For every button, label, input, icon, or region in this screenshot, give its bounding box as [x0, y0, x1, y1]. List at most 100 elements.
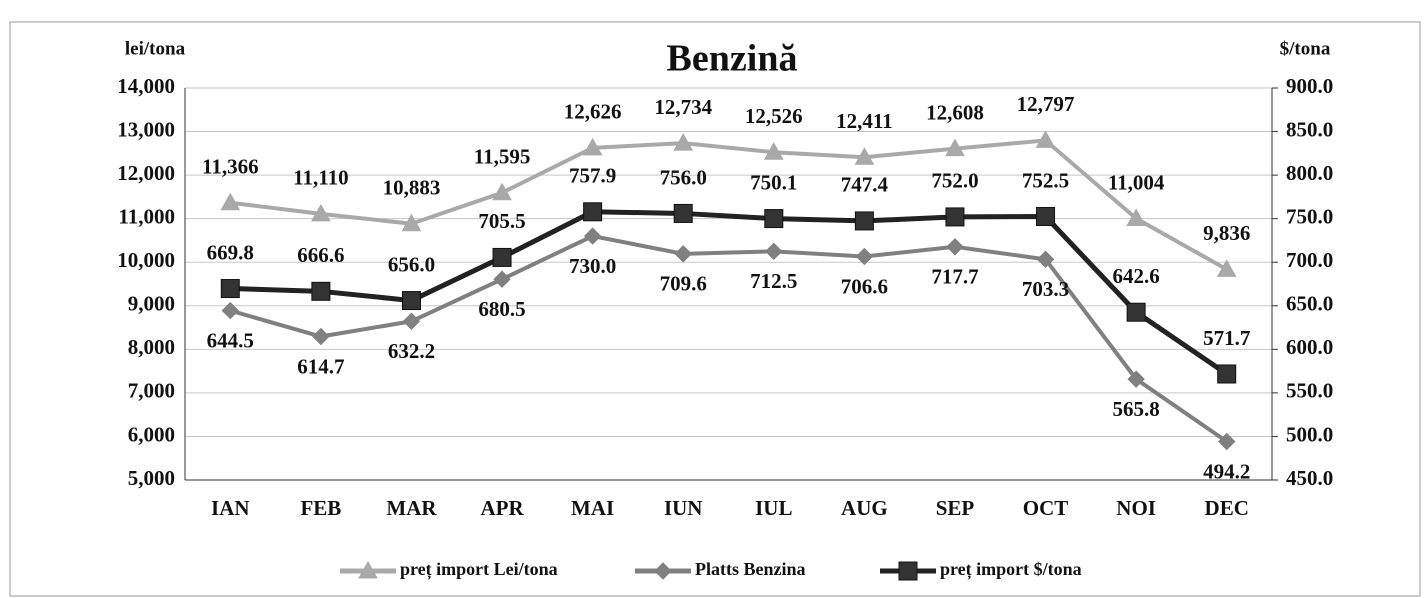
chart-frame: [9, 21, 1421, 597]
y2-tick-label: 700.0: [1286, 248, 1333, 272]
x-tick-label: FEB: [300, 496, 341, 520]
data-point: [764, 209, 784, 229]
data-label: 614.7: [297, 354, 344, 378]
data-label: 11,004: [1108, 170, 1165, 194]
data-point: [945, 207, 965, 227]
data-point: [220, 192, 241, 211]
data-point: [854, 211, 874, 231]
data-point: [1127, 370, 1145, 388]
x-tick-label: MAR: [386, 496, 437, 520]
y2-tick-label: 800.0: [1286, 161, 1333, 185]
y2-tick-label: 550.0: [1286, 379, 1333, 403]
data-point: [673, 133, 694, 151]
data-label: 10,883: [383, 176, 441, 200]
data-label: 565.8: [1113, 397, 1160, 421]
x-tick-label: SEP: [936, 496, 975, 520]
y2-tick-label: 750.0: [1286, 204, 1333, 228]
data-label: 632.2: [388, 339, 435, 363]
data-label: 12,797: [1017, 92, 1075, 116]
data-label: 750.1: [750, 170, 797, 194]
data-point: [221, 301, 239, 320]
data-point: [1126, 302, 1146, 322]
data-label: 756.0: [660, 165, 707, 189]
x-tick-label: IUL: [755, 496, 792, 520]
x-tick-label: OCT: [1023, 496, 1069, 520]
data-label: 11,595: [474, 145, 531, 169]
data-point: [674, 245, 692, 263]
y2-tick-label: 600.0: [1286, 335, 1333, 359]
data-point: [1216, 259, 1237, 277]
data-point: [583, 227, 602, 245]
y-tick-label: 7,000: [128, 379, 175, 403]
y-tick-label: 10,000: [117, 248, 175, 272]
data-label: 11,110: [293, 166, 348, 190]
data-label: 12,608: [926, 100, 984, 124]
legend-marker: [358, 560, 378, 579]
x-tick-label: AUG: [841, 496, 888, 520]
data-point: [492, 182, 512, 201]
data-point: [311, 281, 331, 301]
data-label: 12,626: [564, 100, 622, 124]
x-tick-label: DEC: [1205, 496, 1249, 520]
data-point: [220, 279, 240, 299]
data-label: 12,526: [745, 104, 803, 128]
y-tick-label: 5,000: [128, 466, 175, 490]
data-label: 669.8: [207, 240, 254, 264]
data-point: [946, 238, 964, 256]
data-point: [311, 203, 331, 222]
data-point: [402, 312, 421, 330]
data-label: 494.2: [1203, 459, 1250, 483]
data-point: [492, 247, 512, 267]
data-point: [945, 138, 965, 157]
data-point: [1217, 364, 1237, 384]
y-tick-label: 9,000: [128, 292, 175, 316]
data-label: 9,836: [1203, 221, 1250, 245]
x-tick-label: IAN: [211, 496, 250, 520]
legend-marker: [898, 561, 918, 581]
data-label: 644.5: [207, 328, 254, 352]
chart-title: Benzină: [667, 38, 798, 80]
data-label: 705.5: [478, 209, 525, 233]
x-tick-label: NOI: [1116, 496, 1156, 520]
data-label: 666.6: [297, 243, 344, 267]
y2-tick-label: 500.0: [1286, 422, 1333, 446]
data-point: [765, 242, 783, 261]
data-point: [312, 327, 330, 346]
data-point: [401, 291, 421, 311]
data-label: 12,411: [836, 109, 893, 133]
y2-tick-label: 450.0: [1286, 466, 1333, 490]
data-point: [582, 137, 603, 156]
data-label: 571.7: [1203, 326, 1250, 350]
data-label: 656.0: [388, 252, 435, 276]
y2-tick-label: 850.0: [1286, 117, 1333, 141]
data-label: 703.3: [1022, 277, 1069, 301]
series-line: [229, 233, 1228, 444]
y-axis-label: lei/tona: [125, 38, 186, 59]
y2-tick-label: 900.0: [1286, 74, 1333, 98]
data-label: 730.0: [569, 254, 616, 278]
data-point: [583, 202, 603, 222]
data-label: 11,366: [202, 155, 259, 179]
data-label: 12,734: [654, 95, 712, 119]
legend-label: preț import Lei/tona: [400, 559, 558, 580]
series-line: [230, 209, 1229, 377]
data-point: [1036, 206, 1056, 226]
data-label: 747.4: [841, 173, 889, 197]
data-point: [401, 213, 422, 232]
data-label: 642.6: [1113, 264, 1160, 288]
data-label: 712.5: [750, 269, 797, 293]
data-label: 709.6: [660, 272, 707, 296]
data-point: [1035, 130, 1056, 148]
data-label: 752.5: [1022, 168, 1069, 192]
y-tick-label: 8,000: [128, 335, 175, 359]
data-point: [493, 270, 511, 288]
y-tick-label: 14,000: [117, 74, 175, 98]
y-tick-label: 13,000: [117, 117, 175, 141]
y2-tick-label: 650.0: [1286, 292, 1333, 316]
data-point: [673, 203, 693, 223]
x-tick-label: MAI: [571, 496, 614, 520]
data-label: 680.5: [478, 297, 525, 321]
legend-label: Platts Benzina: [695, 559, 806, 579]
x-tick-label: APR: [480, 496, 524, 520]
